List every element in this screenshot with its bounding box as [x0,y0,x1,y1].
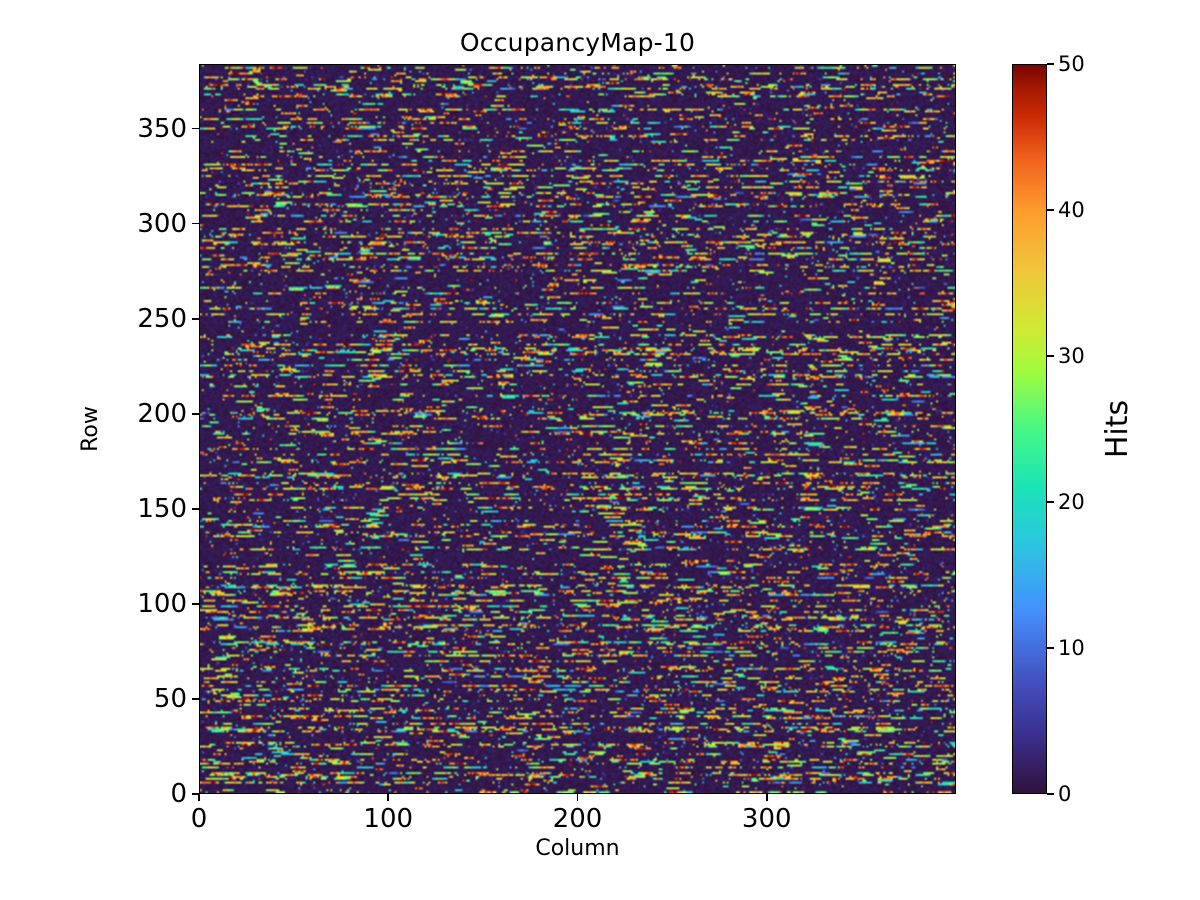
x-tick-label: 0 [190,804,208,834]
colorbar-tick-mark [1047,647,1054,649]
x-tick-label: 100 [363,804,414,834]
y-tick-label: 350 [137,113,187,144]
x-axis-label: Column [535,836,620,861]
colorbar-label: Hits [1100,399,1135,459]
y-tick-mark [192,127,199,130]
x-tick-mark [765,794,768,801]
colorbar-gradient [1013,65,1046,793]
colorbar-tick-mark [1047,63,1054,65]
y-tick-mark [192,317,199,320]
heatmap-image [200,65,955,793]
colorbar-tick-label: 20 [1058,490,1085,514]
x-tick-mark [387,794,390,801]
y-tick-mark [192,698,199,700]
colorbar-tick-label: 10 [1058,636,1085,660]
colorbar [1012,64,1047,794]
y-tick-mark [192,508,199,510]
x-tick-label: 200 [552,804,603,834]
y-tick-mark [192,603,199,605]
colorbar-tick-label: 30 [1058,344,1085,368]
y-tick-label: 250 [137,303,187,334]
colorbar-tick-label: 40 [1058,198,1085,222]
colorbar-tick-mark [1047,209,1054,211]
y-tick-label: 150 [137,493,187,524]
x-tick-mark [198,794,200,801]
colorbar-tick-label: 0 [1058,782,1072,806]
y-axis-label: Row [78,406,103,452]
y-tick-label: 100 [137,588,187,619]
heatmap-axes [199,64,956,794]
y-tick-label: 200 [137,398,187,429]
colorbar-tick-mark [1047,501,1054,503]
y-tick-label: 0 [170,779,187,809]
colorbar-tick-label: 50 [1058,52,1085,76]
y-tick-label: 50 [153,683,187,714]
chart-title: OccupancyMap-10 [459,28,696,57]
colorbar-tick-mark [1047,793,1054,795]
x-tick-mark [576,794,579,801]
y-tick-mark [192,412,199,415]
colorbar-tick-mark [1047,355,1054,357]
x-tick-label: 300 [741,804,792,834]
y-tick-label: 300 [137,208,187,239]
y-tick-mark [192,222,199,225]
y-tick-mark [192,793,199,795]
